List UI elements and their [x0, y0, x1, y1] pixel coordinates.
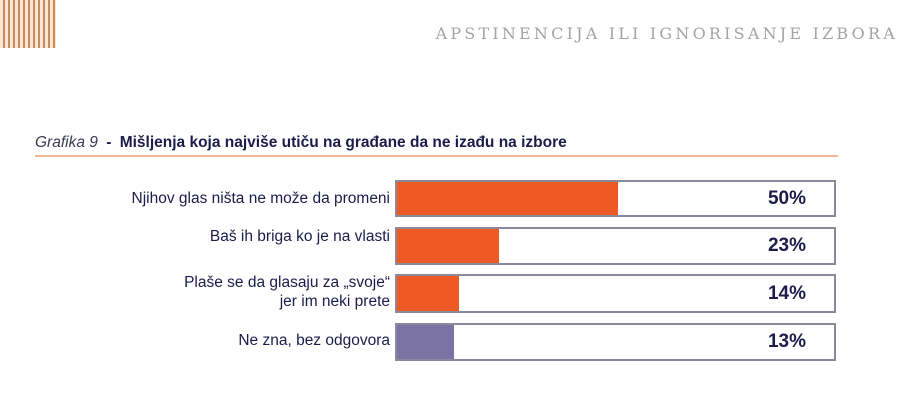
section-title: APSTINENCIJA ILI IGNORISANJE IZBORA [435, 24, 898, 43]
title-divider [35, 155, 838, 157]
figure-label: Grafika 9 [35, 134, 98, 151]
bar-value: 23% [767, 235, 806, 256]
bar-label: Plaše se da glasaju za „svoje“ jer im ne… [184, 273, 390, 311]
bar-fill [397, 325, 454, 359]
bar-track: 14% [395, 274, 836, 313]
bar-row: Njihov glas ništa ne može da promeni 50% [0, 180, 900, 217]
bar-row: Plaše se da glasaju za „svoje“ jer im ne… [0, 274, 900, 313]
bar-fill [397, 182, 618, 215]
bar-row: Ne zna, bez odgovora 13% [0, 323, 900, 361]
bar-label: Ne zna, bez odgovora [238, 331, 390, 350]
bar-value: 14% [767, 282, 806, 304]
bar-label-line: jer im neki prete [279, 293, 390, 310]
bar-label-line: Plaše se da glasaju za „svoje“ [184, 274, 390, 291]
bar-fill [397, 276, 459, 311]
bar-track: 13% [395, 323, 836, 361]
chart-title: Grafika 9 - Mišljenja koja najviše utiču… [35, 134, 567, 152]
bar-label-line: Baš ih briga ko je na vlasti [209, 228, 390, 245]
bar-value: 13% [767, 331, 806, 352]
bar-label: Njihov glas ništa ne može da promeni [132, 189, 390, 208]
bar-row: Baš ih briga ko je na vlasti 23% [0, 227, 900, 265]
bar-value: 50% [767, 187, 806, 209]
figure-title: Mišljenja koja najviše utiču na građane … [119, 134, 567, 151]
bar-fill [397, 229, 499, 263]
bar-label-line: Ne zna, bez odgovora [238, 332, 390, 349]
bar-label-line: Njihov glas ništa ne može da promeni [131, 190, 390, 207]
bar-track: 50% [395, 180, 836, 217]
decorative-stripes [0, 0, 56, 48]
bar-label: Baš ih briga ko je na vlasti [210, 227, 390, 246]
bar-track: 23% [395, 227, 836, 265]
figure-separator: - [106, 134, 112, 151]
